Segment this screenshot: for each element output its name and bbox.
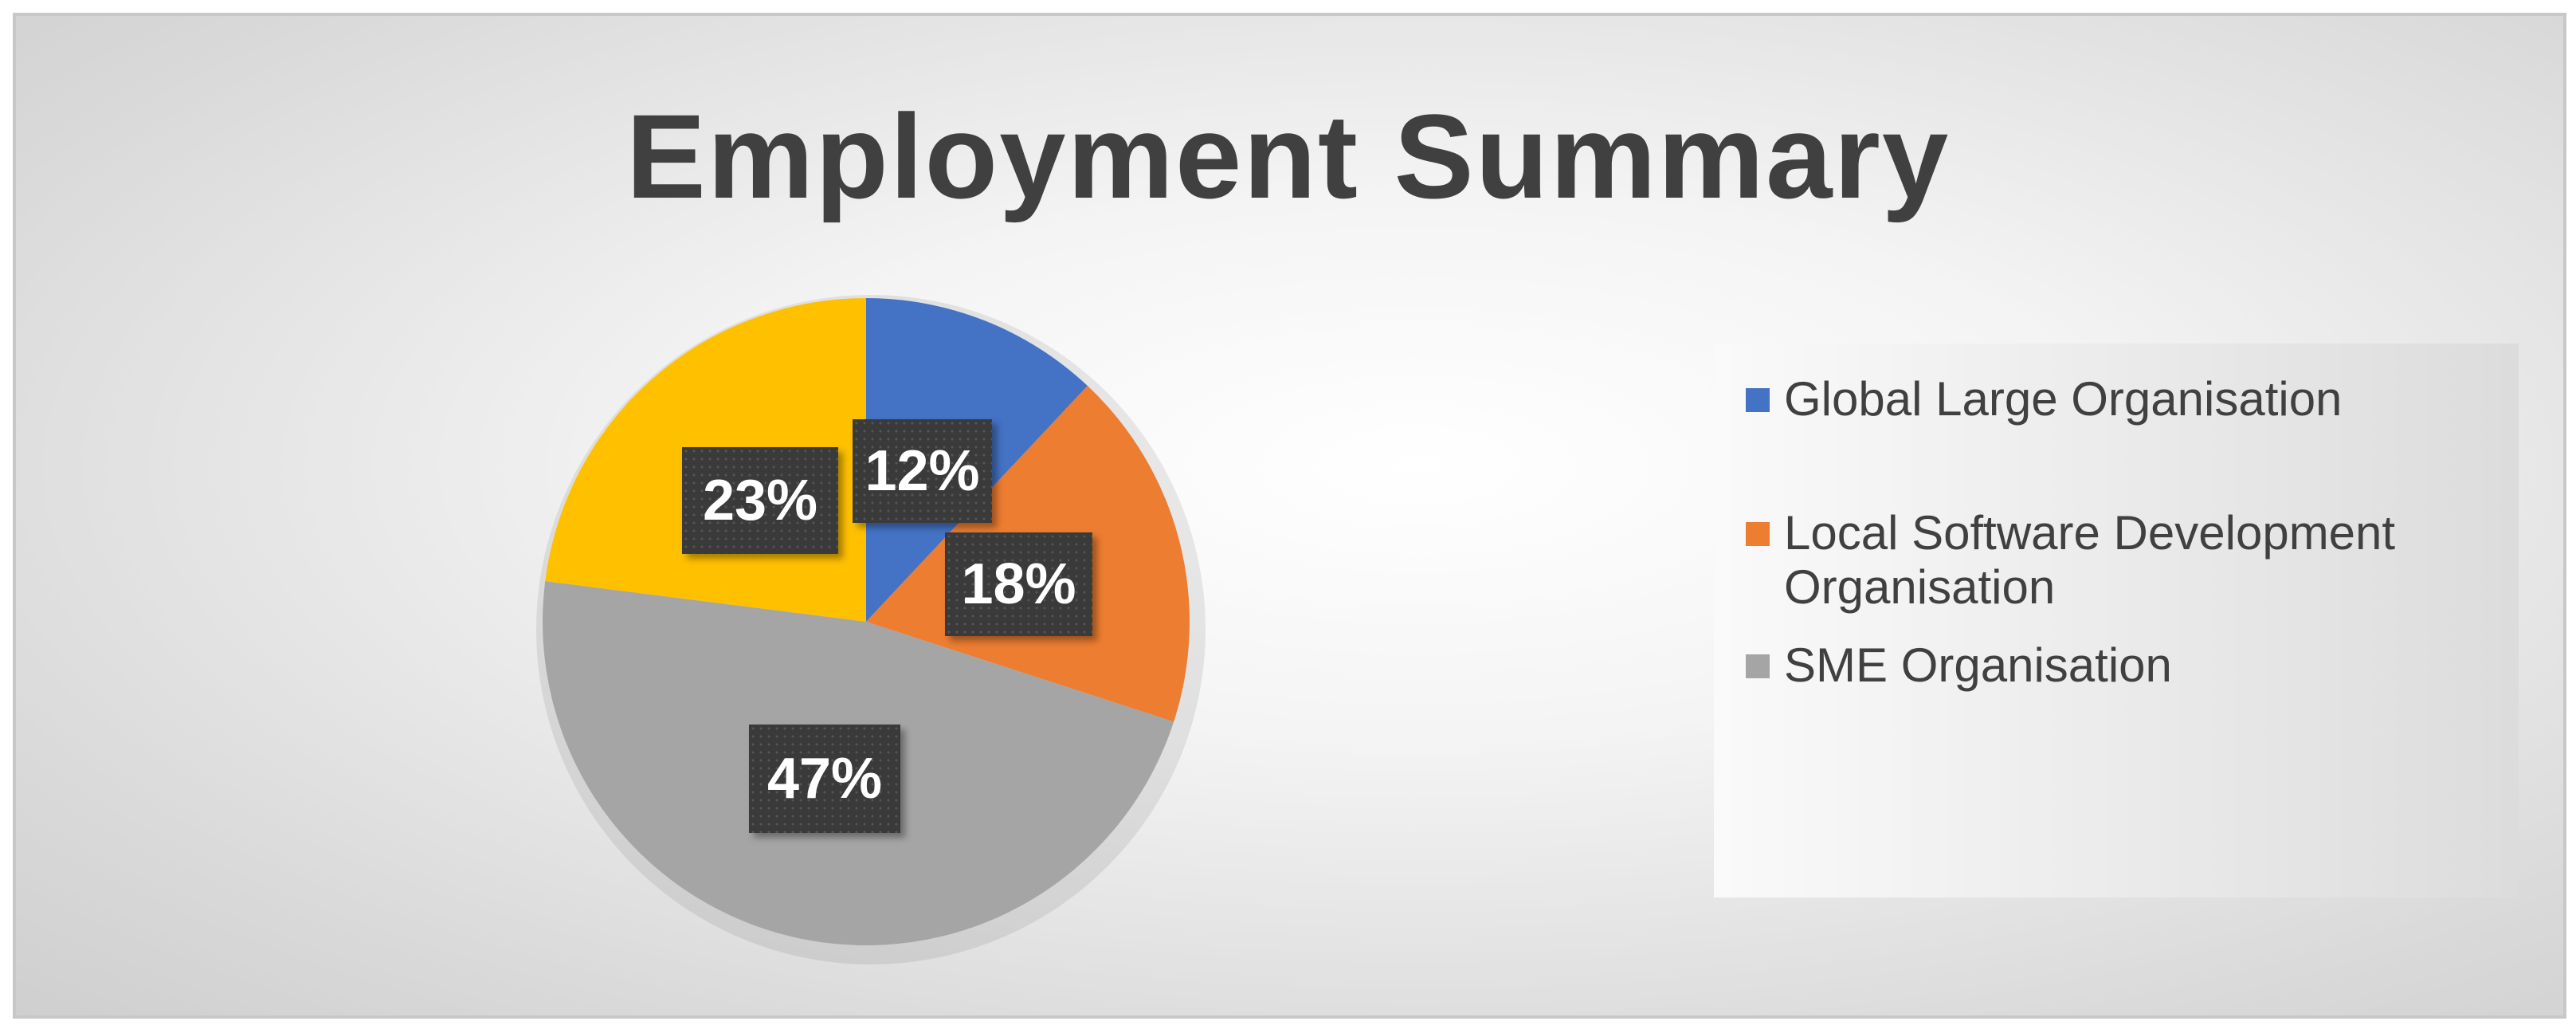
data-label-local: 18% xyxy=(945,532,1092,636)
legend-swatch xyxy=(1746,388,1770,412)
chart-title: Employment Summary xyxy=(625,89,1951,223)
data-label-sme: 47% xyxy=(749,725,900,833)
data-label-other: 23% xyxy=(682,447,838,554)
legend-label: SME Organisation xyxy=(1784,638,2172,692)
legend-label: Global Large Organisation xyxy=(1784,372,2343,426)
legend-swatch xyxy=(1746,522,1770,546)
legend-item-local: Local Software Development Organisation xyxy=(1746,506,2487,615)
data-label-global: 12% xyxy=(853,419,992,523)
legend: Global Large Organisation Local Software… xyxy=(1714,344,2519,897)
legend-label: Local Software Development Organisation xyxy=(1784,506,2396,614)
legend-item-sme: SME Organisation xyxy=(1746,638,2172,693)
legend-swatch xyxy=(1746,654,1770,678)
legend-item-global: Global Large Organisation xyxy=(1746,372,2342,426)
